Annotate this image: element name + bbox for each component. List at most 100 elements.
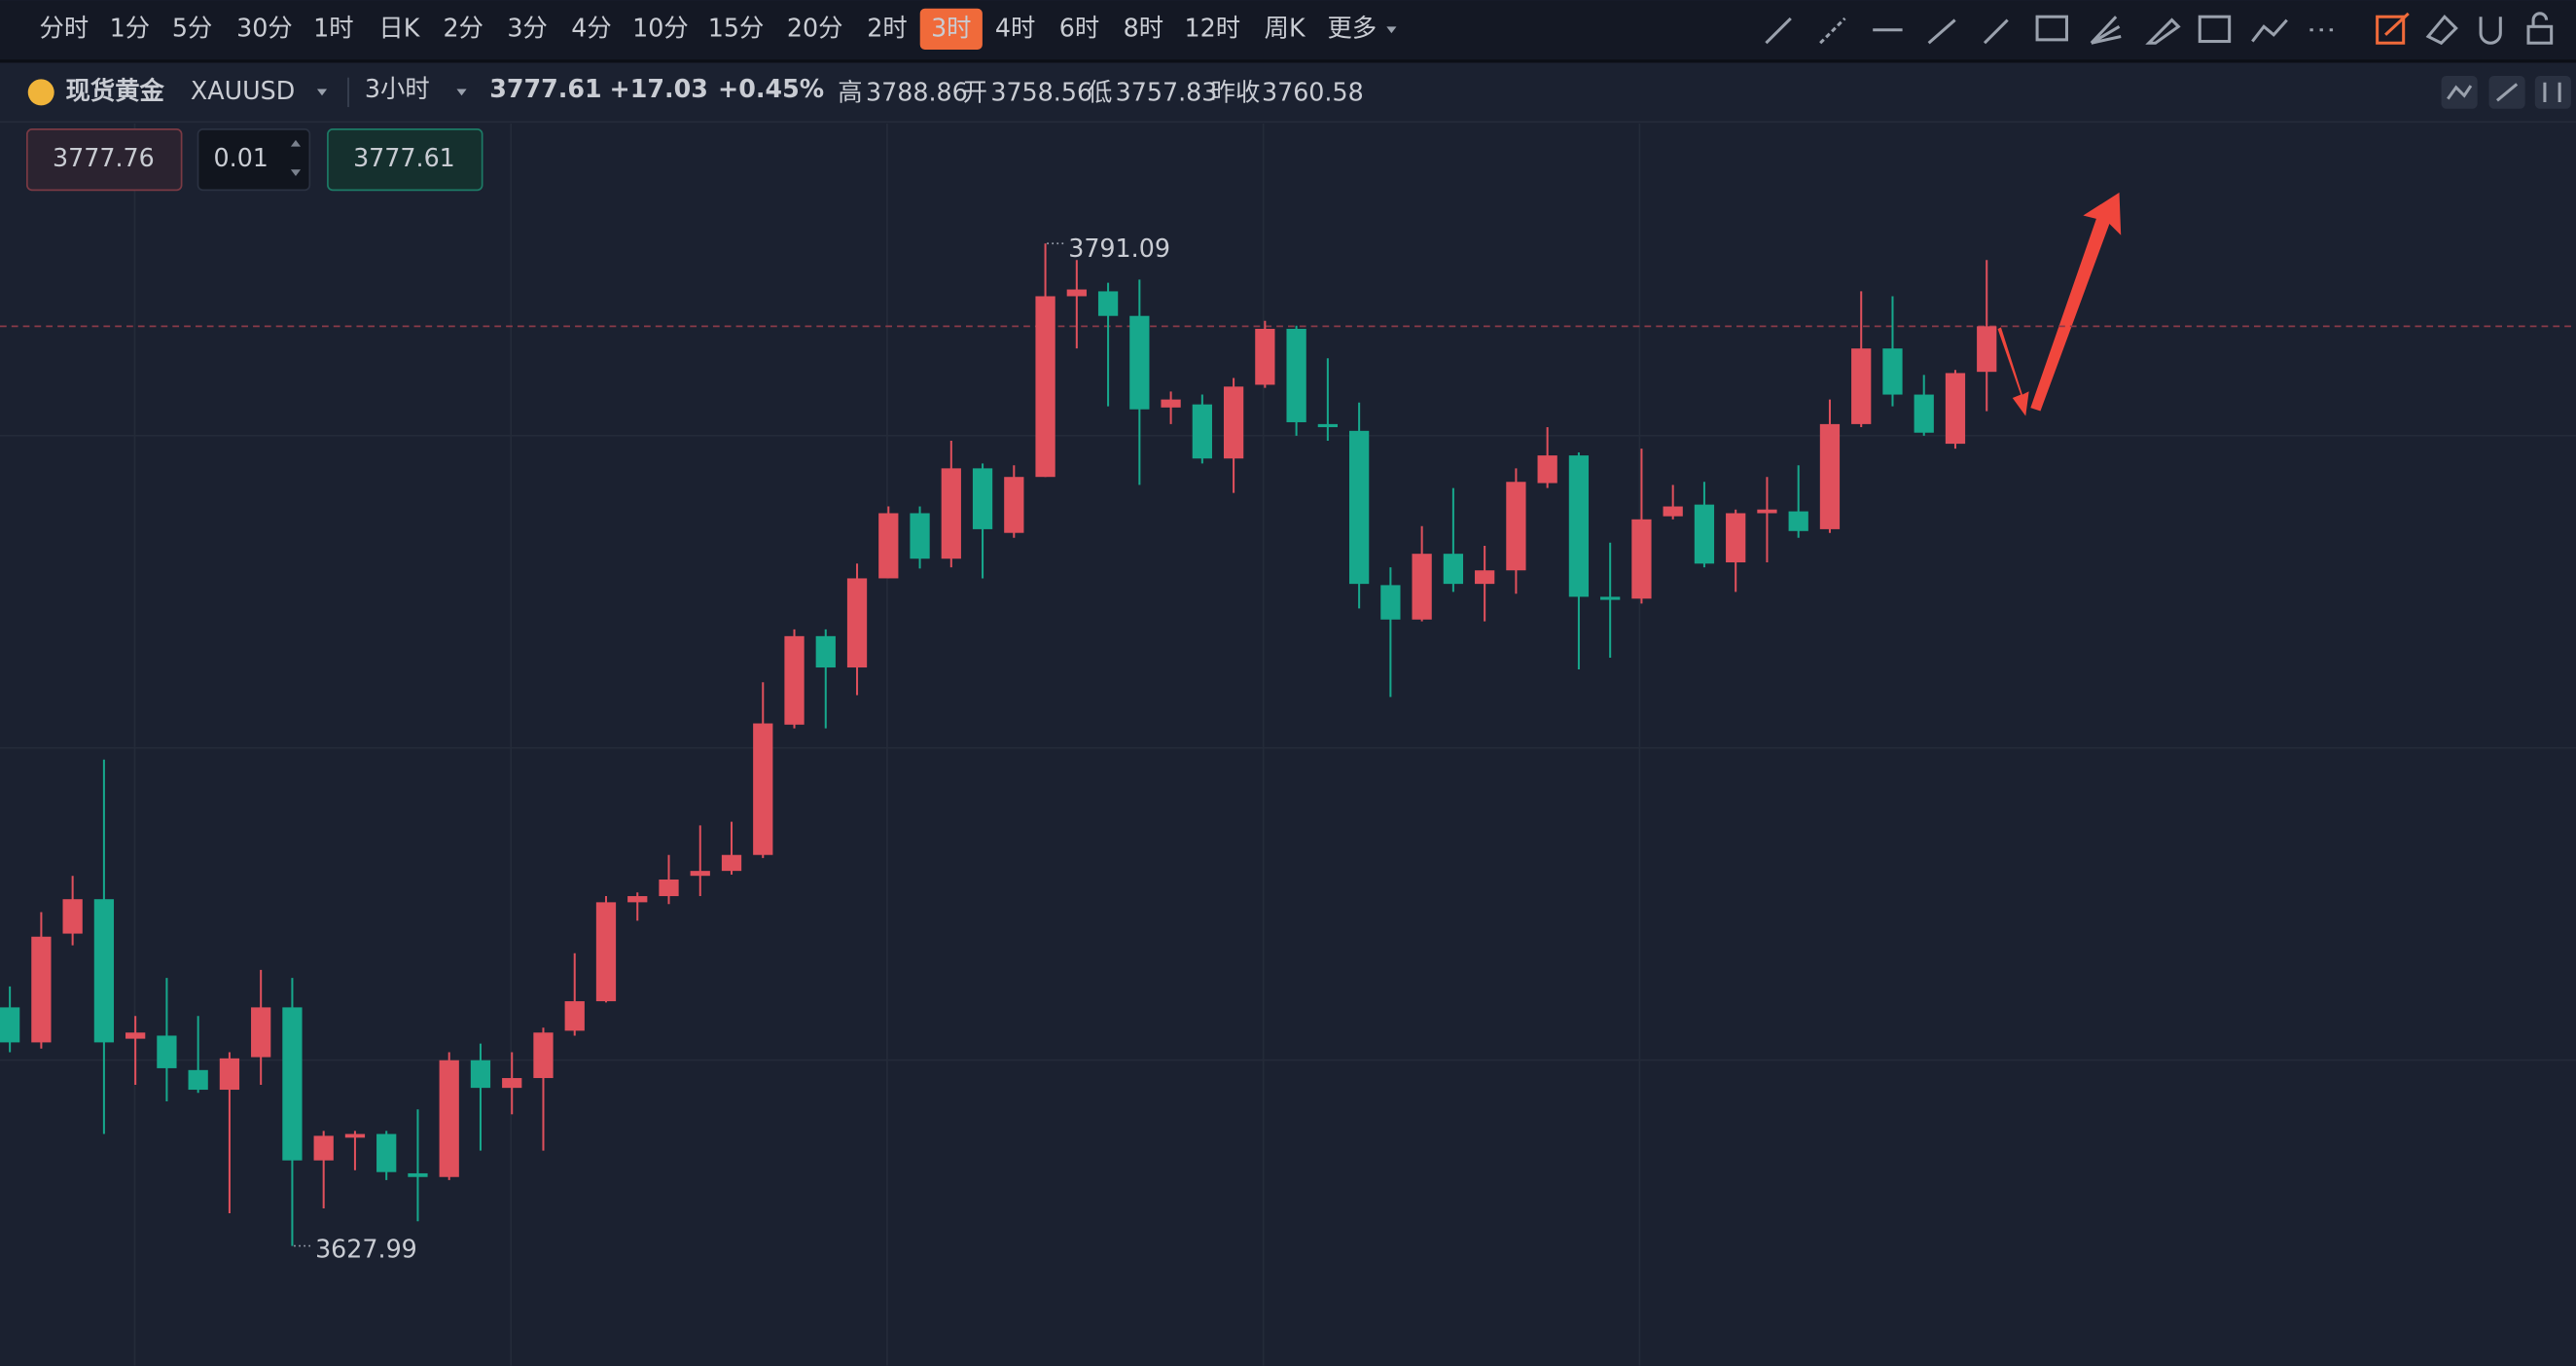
candle-body — [1035, 296, 1055, 478]
candle-body — [1726, 513, 1746, 563]
caret — [456, 89, 467, 96]
qty-input[interactable] — [197, 128, 311, 192]
candle-body — [1851, 348, 1872, 424]
gold-icon — [27, 79, 54, 106]
candle-body — [1192, 404, 1212, 459]
high: 3788.86 — [866, 78, 968, 107]
sell-price[interactable]: 3777.76 — [53, 143, 155, 172]
candle-body — [564, 1001, 585, 1031]
period-tab[interactable]: 8时 — [1124, 14, 1163, 43]
candle-body — [627, 896, 648, 903]
period-tab[interactable]: 4分 — [571, 14, 611, 43]
candle-body — [659, 879, 679, 897]
period-tab[interactable]: 2时 — [867, 14, 907, 43]
prev-close: 3760.58 — [1262, 78, 1364, 107]
low: 3757.83 — [1116, 78, 1218, 107]
period-tab[interactable]: 周K — [1265, 14, 1306, 43]
toolbar-bg — [0, 0, 2576, 60]
candle-body — [1757, 509, 1777, 514]
candle-body — [219, 1058, 240, 1091]
candle-body — [1977, 326, 1997, 373]
candle-body — [533, 1032, 554, 1079]
candle-body — [1004, 477, 1024, 533]
period-tab[interactable]: 日K — [378, 14, 420, 43]
candle-body — [753, 723, 773, 855]
period-tab[interactable]: 3时 — [931, 14, 971, 43]
candle-body — [1914, 394, 1934, 433]
period-tab[interactable]: 5分 — [172, 14, 212, 43]
candle-body — [1066, 289, 1087, 297]
period-tab[interactable]: 6时 — [1059, 14, 1099, 43]
period-tab[interactable]: 3分 — [507, 14, 547, 43]
candle-body — [1255, 328, 1275, 385]
candle-body — [1286, 328, 1306, 422]
period-tab[interactable]: 30分 — [236, 14, 293, 43]
candle-body — [1097, 291, 1119, 316]
candle-body — [1600, 596, 1621, 600]
label: 低 — [1088, 78, 1112, 107]
period-tab[interactable]: 1时 — [313, 14, 353, 43]
candle-body — [251, 1007, 271, 1058]
buy-button[interactable] — [327, 128, 483, 192]
min-label: 3627.99 — [315, 1235, 417, 1264]
period-tab[interactable]: 2分 — [444, 14, 483, 43]
active-tab-bg[interactable] — [919, 8, 983, 50]
candle-body — [93, 899, 115, 1043]
period-tab[interactable]: 1分 — [110, 14, 150, 43]
candle-body — [784, 635, 805, 725]
change-pct: +0.45% — [718, 74, 824, 103]
caret — [1386, 26, 1397, 34]
period-tab[interactable]: 4时 — [995, 14, 1035, 43]
candle-body — [470, 1060, 491, 1089]
candle-body — [1663, 506, 1683, 517]
max-label: 3791.09 — [1068, 234, 1170, 263]
candle-body — [1317, 423, 1339, 428]
candle-body — [313, 1135, 334, 1161]
candle-body — [815, 635, 836, 668]
candle-body — [62, 899, 83, 934]
candle-body — [1568, 455, 1590, 597]
candle-body — [1788, 511, 1808, 531]
symbol[interactable]: XAUUSD — [191, 76, 295, 105]
candle-body — [1694, 504, 1715, 564]
period[interactable]: 3小时 — [365, 74, 430, 103]
change: +17.03 — [610, 74, 708, 103]
side-tools[interactable] — [2425, 12, 2571, 109]
candle-body — [439, 1060, 459, 1177]
candle-body — [1631, 519, 1652, 599]
candle-body — [878, 513, 899, 579]
period-tab[interactable]: 更多 — [1328, 14, 1377, 43]
label: 昨收 — [1211, 78, 1261, 107]
candle-body — [125, 1032, 146, 1039]
period-tab[interactable]: 20分 — [787, 14, 843, 43]
qty[interactable]: 0.01 — [214, 143, 268, 172]
candle-body — [502, 1078, 522, 1089]
candle-body — [941, 468, 961, 559]
edit-tool[interactable] — [2376, 12, 2410, 45]
instrument-name: 现货黄金 — [66, 76, 165, 105]
candle-body — [1380, 585, 1401, 620]
candle-body — [408, 1172, 428, 1177]
sell-button[interactable] — [26, 128, 183, 192]
period-tab[interactable]: 12时 — [1185, 14, 1241, 43]
candle-body — [721, 854, 742, 872]
drawing-tools[interactable] — [1765, 15, 2334, 45]
candle-body — [1412, 554, 1432, 620]
buy-price[interactable]: 3777.61 — [353, 143, 455, 172]
candle-body — [1506, 482, 1526, 571]
candle-body — [1945, 373, 1966, 445]
candle-body — [1443, 554, 1464, 585]
label: 开 — [963, 78, 987, 107]
candle-body — [690, 871, 710, 877]
period-tab[interactable]: 分时 — [40, 14, 89, 43]
candle-body — [188, 1069, 208, 1091]
candle-body — [157, 1035, 177, 1068]
candle-body — [972, 468, 993, 529]
period-tab[interactable]: 15分 — [708, 14, 765, 43]
candle-body — [0, 1007, 20, 1043]
period-tab[interactable]: 10分 — [632, 14, 689, 43]
candle-body — [910, 513, 930, 559]
